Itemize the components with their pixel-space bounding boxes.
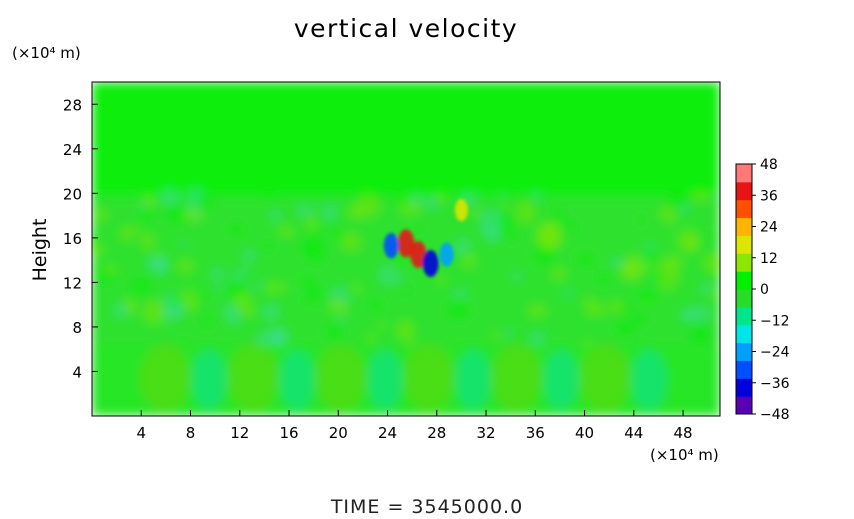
x-tick-label: 24 <box>378 424 397 442</box>
feature-blob-4 <box>439 242 454 267</box>
colorbar-swatch <box>736 342 752 361</box>
colorbar: 48 36 24 12 0 −12 −24 −36 −48 <box>735 157 790 423</box>
y-tick-label: 24 <box>63 141 82 159</box>
x-tick-label: 20 <box>329 424 348 442</box>
feature-blob-5 <box>454 198 468 222</box>
x-tick-label: 4 <box>136 424 146 442</box>
x-tick-label: 40 <box>575 424 594 442</box>
colorbar-swatch <box>736 235 752 254</box>
feature-blob-3 <box>422 249 439 277</box>
colorbar-tick-label: −36 <box>760 376 790 392</box>
colorbar-swatch <box>736 289 752 308</box>
feature-blob-0 <box>397 229 415 258</box>
y-axis: 4 8 12 16 20 24 28 <box>63 96 98 381</box>
colorbar-swatch <box>736 271 752 290</box>
x-tick-label: 36 <box>526 424 545 442</box>
x-tick-label: 12 <box>230 424 249 442</box>
colorbar-tick-label: −12 <box>760 313 790 329</box>
colorbar-swatch <box>736 378 752 397</box>
x-axis: 4 8 12 16 20 24 28 32 36 40 44 48 <box>136 410 693 442</box>
colorbar-swatch <box>736 181 752 201</box>
y-tick-label: 12 <box>63 274 82 292</box>
colorbar-swatch <box>736 253 752 272</box>
feature-blob-2 <box>383 232 399 259</box>
colorbar-swatch <box>736 199 752 219</box>
chart-title: vertical velocity <box>293 14 519 43</box>
y-tick-label: 20 <box>63 185 82 203</box>
colorbar-swatch <box>736 396 752 415</box>
y-tick-label: 28 <box>63 96 82 114</box>
colorbar-tick-label: 24 <box>760 220 778 236</box>
colorbar-tick-label: −24 <box>760 345 790 361</box>
colorbar-swatch <box>736 360 752 379</box>
x-tick-label: 48 <box>674 424 693 442</box>
x-tick-label: 16 <box>279 424 298 442</box>
y-tick-label: 16 <box>63 230 82 248</box>
colorbar-tick-label: 36 <box>760 188 778 204</box>
colorbar-tick-label: 12 <box>760 251 778 267</box>
heatmap-field <box>92 82 720 416</box>
x-tick-label: 8 <box>186 424 196 442</box>
colorbar-tick-label: 0 <box>760 282 769 298</box>
colorbar-swatch <box>736 217 752 236</box>
y-tick-label: 4 <box>72 363 82 381</box>
colorbar-swatch <box>736 164 752 183</box>
y-axis-unit: (×10⁴ m) <box>12 44 81 62</box>
x-tick-label: 44 <box>624 424 643 442</box>
feature-blob-1 <box>410 241 427 269</box>
x-axis-unit: (×10⁴ m) <box>650 446 719 464</box>
plot-frame <box>91 81 721 417</box>
colorbar-swatch <box>736 306 752 326</box>
colorbar-swatch <box>736 324 752 344</box>
x-tick-label: 32 <box>476 424 495 442</box>
time-label: TIME = 3545000.0 <box>330 496 524 518</box>
colorbar-tick-label: 48 <box>760 157 778 173</box>
colorbar-tick-label: −48 <box>760 407 790 423</box>
y-tick-label: 8 <box>72 319 82 337</box>
x-tick-label: 28 <box>427 424 446 442</box>
